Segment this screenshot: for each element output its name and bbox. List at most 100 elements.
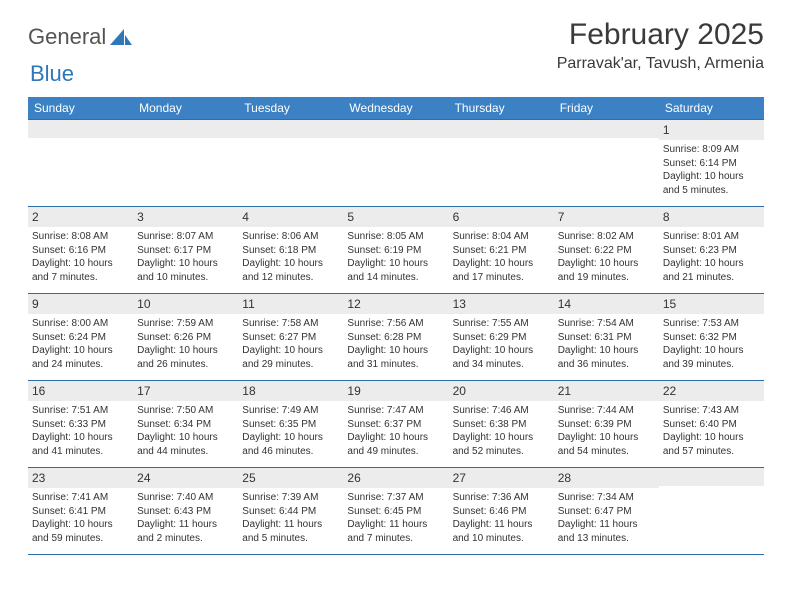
sunset-label: Sunset: 6:44 PM [242,505,339,519]
calendar-day-cell: 11Sunrise: 7:58 AMSunset: 6:27 PMDayligh… [238,294,343,380]
weekday-header-row: Sunday Monday Tuesday Wednesday Thursday… [28,97,764,119]
sunset-label: Sunset: 6:21 PM [453,244,550,258]
weekday-header: Saturday [659,97,764,119]
daylight-label: Daylight: 10 hours and 17 minutes. [453,257,550,284]
day-number: 6 [449,207,554,227]
calendar-day-cell: 26Sunrise: 7:37 AMSunset: 6:45 PMDayligh… [343,468,448,554]
sunrise-label: Sunrise: 8:02 AM [558,230,655,244]
sunset-label: Sunset: 6:23 PM [663,244,760,258]
daylight-label: Daylight: 10 hours and 12 minutes. [242,257,339,284]
day-number [133,120,238,138]
sunset-label: Sunset: 6:46 PM [453,505,550,519]
day-number: 4 [238,207,343,227]
sunrise-label: Sunrise: 7:49 AM [242,404,339,418]
sunset-label: Sunset: 6:19 PM [347,244,444,258]
daylight-label: Daylight: 10 hours and 29 minutes. [242,344,339,371]
day-number: 23 [28,468,133,488]
day-number: 19 [343,381,448,401]
sunrise-label: Sunrise: 7:43 AM [663,404,760,418]
daylight-label: Daylight: 11 hours and 2 minutes. [137,518,234,545]
daylight-label: Daylight: 10 hours and 21 minutes. [663,257,760,284]
sunset-label: Sunset: 6:14 PM [663,157,760,171]
sunset-label: Sunset: 6:41 PM [32,505,129,519]
day-number: 22 [659,381,764,401]
sunrise-label: Sunrise: 8:07 AM [137,230,234,244]
calendar-day-cell: 2Sunrise: 8:08 AMSunset: 6:16 PMDaylight… [28,207,133,293]
calendar-day-cell: 27Sunrise: 7:36 AMSunset: 6:46 PMDayligh… [449,468,554,554]
sunrise-label: Sunrise: 7:59 AM [137,317,234,331]
weekday-header: Wednesday [343,97,448,119]
sunrise-label: Sunrise: 7:41 AM [32,491,129,505]
month-title: February 2025 [557,18,764,51]
weekday-header: Friday [554,97,659,119]
day-number [28,120,133,138]
calendar-day-cell: 17Sunrise: 7:50 AMSunset: 6:34 PMDayligh… [133,381,238,467]
daylight-label: Daylight: 11 hours and 13 minutes. [558,518,655,545]
day-number: 28 [554,468,659,488]
day-number: 20 [449,381,554,401]
calendar-week-row: 23Sunrise: 7:41 AMSunset: 6:41 PMDayligh… [28,468,764,555]
daylight-label: Daylight: 11 hours and 7 minutes. [347,518,444,545]
sunrise-label: Sunrise: 7:36 AM [453,491,550,505]
day-number [659,468,764,486]
logo: General [28,18,132,50]
day-number: 10 [133,294,238,314]
daylight-label: Daylight: 10 hours and 54 minutes. [558,431,655,458]
sunset-label: Sunset: 6:40 PM [663,418,760,432]
sunrise-label: Sunrise: 7:56 AM [347,317,444,331]
calendar-page: General February 2025 Parravak'ar, Tavus… [0,0,792,565]
sunrise-label: Sunrise: 7:51 AM [32,404,129,418]
day-number [449,120,554,138]
daylight-label: Daylight: 10 hours and 41 minutes. [32,431,129,458]
sunset-label: Sunset: 6:34 PM [137,418,234,432]
daylight-label: Daylight: 10 hours and 59 minutes. [32,518,129,545]
calendar-day-cell: 28Sunrise: 7:34 AMSunset: 6:47 PMDayligh… [554,468,659,554]
logo-text-a: General [28,24,106,50]
calendar-day-cell: 25Sunrise: 7:39 AMSunset: 6:44 PMDayligh… [238,468,343,554]
day-number: 16 [28,381,133,401]
sunrise-label: Sunrise: 7:37 AM [347,491,444,505]
calendar-week-row: 9Sunrise: 8:00 AMSunset: 6:24 PMDaylight… [28,294,764,381]
calendar-day-cell: 22Sunrise: 7:43 AMSunset: 6:40 PMDayligh… [659,381,764,467]
logo-sail-icon [110,29,132,45]
title-block: February 2025 Parravak'ar, Tavush, Armen… [557,18,764,73]
day-number: 2 [28,207,133,227]
sunset-label: Sunset: 6:22 PM [558,244,655,258]
sunrise-label: Sunrise: 7:44 AM [558,404,655,418]
calendar-day-cell [133,120,238,206]
calendar-day-cell [449,120,554,206]
calendar-day-cell: 23 Sunrise: 7:41 AMSunset: 6:41 PMDayligh… [28,468,133,554]
sunset-label: Sunset: 6:24 PM [32,331,129,345]
sunset-label: Sunset: 6:28 PM [347,331,444,345]
calendar-day-cell: 3Sunrise: 8:07 AMSunset: 6:17 PMDaylight… [133,207,238,293]
daylight-label: Daylight: 10 hours and 52 minutes. [453,431,550,458]
calendar-day-cell: 13Sunrise: 7:55 AMSunset: 6:29 PMDayligh… [449,294,554,380]
day-number [238,120,343,138]
calendar-day-cell: 19Sunrise: 7:47 AMSunset: 6:37 PMDayligh… [343,381,448,467]
day-number: 1 [659,120,764,140]
calendar-day-cell: 18Sunrise: 7:49 AMSunset: 6:35 PMDayligh… [238,381,343,467]
location-label: Parravak'ar, Tavush, Armenia [557,55,764,73]
sunrise-label: Sunrise: 7:39 AM [242,491,339,505]
sunset-label: Sunset: 6:35 PM [242,418,339,432]
day-number: 15 [659,294,764,314]
daylight-label: Daylight: 10 hours and 14 minutes. [347,257,444,284]
sunrise-label: Sunrise: 7:47 AM [347,404,444,418]
sunset-label: Sunset: 6:43 PM [137,505,234,519]
weekday-header: Thursday [449,97,554,119]
day-number [343,120,448,138]
calendar-day-cell: 7Sunrise: 8:02 AMSunset: 6:22 PMDaylight… [554,207,659,293]
sunset-label: Sunset: 6:39 PM [558,418,655,432]
sunrise-label: Sunrise: 7:54 AM [558,317,655,331]
daylight-label: Daylight: 10 hours and 10 minutes. [137,257,234,284]
calendar-day-cell: 9Sunrise: 8:00 AMSunset: 6:24 PMDaylight… [28,294,133,380]
weekday-header: Monday [133,97,238,119]
sunset-label: Sunset: 6:31 PM [558,331,655,345]
calendar-day-cell: 1Sunrise: 8:09 AMSunset: 6:14 PMDaylight… [659,120,764,206]
sunrise-label: Sunrise: 7:34 AM [558,491,655,505]
sunrise-label: Sunrise: 8:05 AM [347,230,444,244]
sunrise-label: Sunrise: 7:40 AM [137,491,234,505]
sunrise-label: Sunrise: 8:04 AM [453,230,550,244]
sunset-label: Sunset: 6:38 PM [453,418,550,432]
sunrise-label: Sunrise: 8:09 AM [663,143,760,157]
